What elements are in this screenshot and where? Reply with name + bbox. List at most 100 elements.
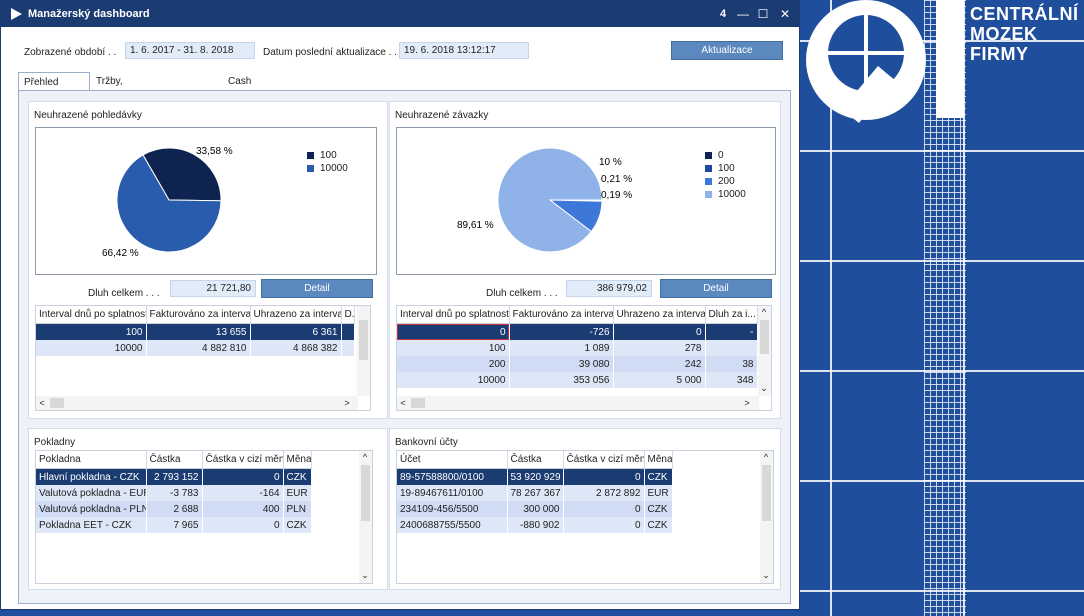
receivables-title: Neuhrazené pohledávky xyxy=(34,110,142,121)
table-row[interactable]: 100 1 089 278 xyxy=(397,340,758,356)
scroll-up-icon[interactable]: ^ xyxy=(763,452,769,462)
table-row[interactable]: 234109-456/5500 300 000 0 CZK xyxy=(397,501,673,517)
tab-cash-flow[interactable]: Cash flow xyxy=(228,76,252,106)
column-header[interactable]: Částka v cizí měně xyxy=(202,451,284,469)
vertical-scrollbar[interactable]: ^ ⌄ xyxy=(760,451,773,583)
scroll-thumb[interactable] xyxy=(762,465,771,521)
table-row[interactable]: 89-57588800/0100 53 920 929 0 CZK xyxy=(397,468,673,485)
last-update-field[interactable]: 19. 6. 2018 13:12:17 xyxy=(399,42,529,59)
bank-accounts-grid[interactable]: Účet Částka Částka v cizí měně Měna 89-5… xyxy=(396,450,774,584)
horizontal-scrollbar[interactable]: < > xyxy=(397,396,759,410)
grid-header-row: Pokladna Částka Částka v cizí měně Měna xyxy=(36,451,312,469)
brand-text: CENTRÁLNÍ MOZEK FIRMY xyxy=(970,4,1079,64)
column-header[interactable]: Uhrazeno za interval xyxy=(250,306,342,324)
table-row[interactable]: 100 13 655 6 361 xyxy=(36,323,355,340)
column-header[interactable]: Pokladna xyxy=(36,451,147,469)
cell: 0 xyxy=(563,517,645,533)
scroll-thumb[interactable] xyxy=(760,320,769,354)
legend-item: 200 xyxy=(705,176,735,187)
refresh-button[interactable]: Aktualizace xyxy=(671,41,783,60)
horizontal-scrollbar[interactable]: < > xyxy=(36,396,358,410)
column-header[interactable]: Fakturováno za interval xyxy=(509,306,614,324)
column-header[interactable]: Částka xyxy=(507,451,564,469)
pie-slice-10000[interactable] xyxy=(497,147,603,253)
table-row[interactable]: 10000 353 056 5 000 348 xyxy=(397,372,758,388)
scroll-right-icon[interactable]: > xyxy=(344,398,350,408)
table-row[interactable]: 2400688755/5500 -880 902 0 CZK xyxy=(397,517,673,533)
cell: Hlavní pokladna - CZK xyxy=(36,468,147,485)
pie-slice-10000[interactable] xyxy=(116,154,222,253)
column-header[interactable]: Měna xyxy=(644,451,673,469)
table-row[interactable]: Valutová pokladna - EUR -3 783 -164 EUR xyxy=(36,485,312,501)
scroll-thumb[interactable] xyxy=(359,320,368,360)
legend-label: 10000 xyxy=(320,163,348,174)
column-header[interactable]: Fakturováno za interval xyxy=(146,306,251,324)
last-update-label: Datum poslední aktualizace . . xyxy=(263,47,397,58)
scroll-down-icon[interactable]: ⌄ xyxy=(361,570,369,580)
vertical-scrollbar[interactable] xyxy=(357,306,370,396)
legend-swatch xyxy=(705,190,712,198)
table-row[interactable]: 19-89467611/0100 78 267 367 2 872 892 EU… xyxy=(397,485,673,501)
column-header[interactable]: Uhrazeno za interval xyxy=(613,306,706,324)
tab-revenue[interactable]: Tržby, hospodářský výsledek xyxy=(96,76,153,125)
table-row[interactable]: Pokladna EET - CZK 7 965 0 CZK xyxy=(36,517,312,533)
table-row[interactable]: Valutová pokladna - PLN 2 688 400 PLN xyxy=(36,501,312,517)
scroll-thumb[interactable] xyxy=(411,398,425,408)
column-header[interactable]: D... xyxy=(341,306,355,324)
cell xyxy=(341,340,355,356)
window-count-badge[interactable]: 4 xyxy=(719,8,727,20)
column-header[interactable]: Účet xyxy=(397,451,508,469)
close-icon[interactable]: ✕ xyxy=(779,7,791,21)
tab-content: Neuhrazené pohledávky 33,58 % 66,42 % 10… xyxy=(18,90,791,604)
receivables-total-field[interactable]: 21 721,80 xyxy=(170,280,256,297)
column-header[interactable]: Měna xyxy=(283,451,312,469)
scroll-left-icon[interactable]: < xyxy=(39,398,45,408)
cell: Valutová pokladna - EUR xyxy=(36,485,147,501)
period-field[interactable]: 1. 6. 2017 - 31. 8. 2018 xyxy=(125,42,255,59)
scroll-thumb[interactable] xyxy=(361,465,370,521)
payables-panel: Neuhrazené závazky 10 % 0,21 % 0,19 % 89… xyxy=(389,101,781,419)
cell: 2 872 892 xyxy=(563,485,645,501)
column-header[interactable]: Částka xyxy=(146,451,203,469)
column-header[interactable]: Interval dnů po splatnosti xyxy=(36,306,147,324)
dashboard-window: Manažerský dashboard 4 — ☐ ✕ Zobrazené o… xyxy=(0,0,800,610)
payables-detail-button[interactable]: Detail xyxy=(660,279,772,298)
column-header[interactable]: Dluh za i... xyxy=(705,306,758,324)
table-row[interactable]: Hlavní pokladna - CZK 2 793 152 0 CZK xyxy=(36,468,312,485)
receivables-grid[interactable]: Interval dnů po splatnosti Fakturováno z… xyxy=(35,305,371,411)
scroll-up-icon[interactable]: ^ xyxy=(362,452,368,462)
column-header[interactable]: Interval dnů po splatnosti xyxy=(397,306,510,324)
tab-financial-overview[interactable]: Přehled financí xyxy=(18,72,90,107)
pie-slice-100[interactable] xyxy=(142,147,222,202)
payables-pie-svg: 10 % 0,21 % 0,19 % 89,61 % xyxy=(457,147,632,253)
cash-desks-grid[interactable]: Pokladna Částka Částka v cizí měně Měna … xyxy=(35,450,373,584)
vertical-scrollbar[interactable]: ^ ⌄ xyxy=(359,451,372,583)
period-label: Zobrazené období . . xyxy=(24,47,117,58)
column-header[interactable]: Částka v cizí měně xyxy=(563,451,645,469)
receivables-detail-button[interactable]: Detail xyxy=(261,279,373,298)
titlebar[interactable]: Manažerský dashboard 4 — ☐ ✕ xyxy=(1,1,799,27)
cell: -880 902 xyxy=(507,517,564,533)
scroll-down-icon[interactable]: ⌄ xyxy=(762,570,770,580)
vertical-scrollbar[interactable]: ^ ⌄ xyxy=(758,306,771,396)
cell: 0 xyxy=(202,517,284,533)
payables-total-field[interactable]: 386 979,02 xyxy=(566,280,652,297)
table-row[interactable]: 200 39 080 242 38 xyxy=(397,356,758,372)
legend-swatch xyxy=(705,177,712,185)
table-row[interactable]: 0 -726 0 - xyxy=(397,323,758,340)
receivables-pie-svg: 33,58 % 66,42 % xyxy=(102,146,233,259)
scroll-left-icon[interactable]: < xyxy=(400,398,406,408)
table-row[interactable]: 10000 4 882 810 4 868 382 xyxy=(36,340,355,356)
scroll-thumb[interactable] xyxy=(50,398,64,408)
maximize-icon[interactable]: ☐ xyxy=(757,7,769,21)
payables-grid[interactable]: Interval dnů po splatnosti Fakturováno z… xyxy=(396,305,772,411)
cell: 0 xyxy=(563,501,645,517)
cell: CZK xyxy=(283,517,312,533)
scroll-down-icon[interactable]: ⌄ xyxy=(760,383,768,393)
payables-chart: 10 % 0,21 % 0,19 % 89,61 % 0 100 200 100… xyxy=(396,127,776,275)
minimize-icon[interactable]: — xyxy=(737,7,749,21)
app-play-icon xyxy=(11,8,22,20)
payables-title: Neuhrazené závazky xyxy=(395,110,489,121)
scroll-right-icon[interactable]: > xyxy=(744,398,750,408)
scroll-up-icon[interactable]: ^ xyxy=(761,307,767,317)
